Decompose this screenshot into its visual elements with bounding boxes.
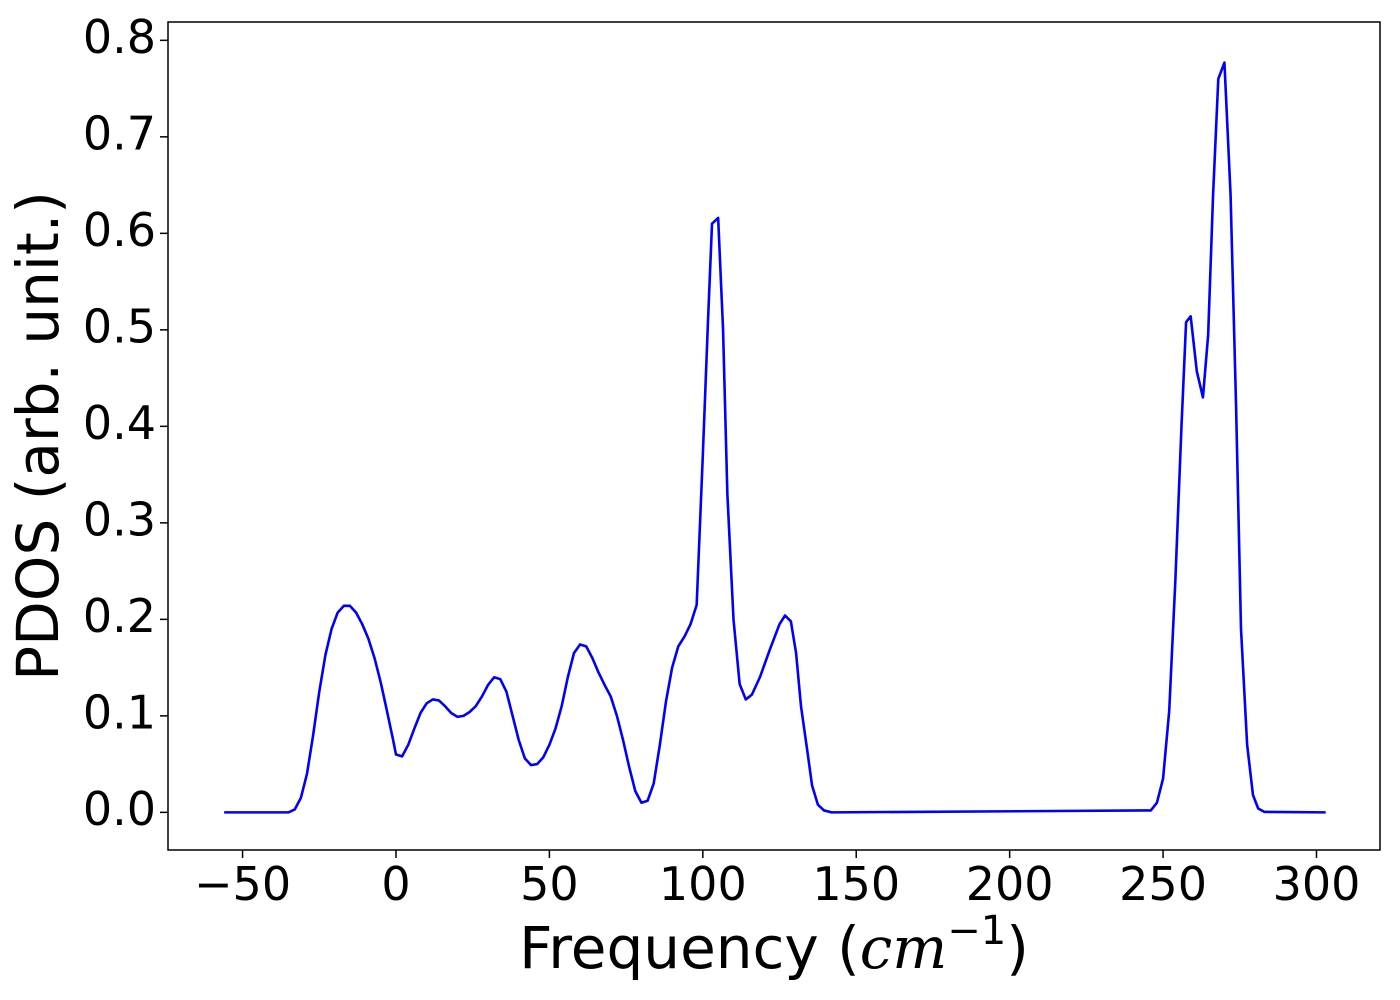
x-label-prefix: Frequency ( (519, 914, 860, 982)
x-tick-label: 250 (1119, 857, 1207, 911)
y-tick-label: 0.2 (83, 589, 156, 643)
x-tick-label: 50 (520, 857, 579, 911)
x-axis-label: Frequency (cm−1) (519, 908, 1029, 982)
y-tick-label: 0.3 (83, 492, 156, 546)
plot-frame (167, 21, 1381, 851)
x-label-suffix: ) (1006, 914, 1029, 982)
y-axis-label: PDOS (arb. unit.) (4, 191, 72, 681)
x-tick-label: −50 (194, 857, 291, 911)
line-series (224, 61, 1326, 814)
y-tick-label: 0.5 (83, 299, 156, 353)
x-label-exponent: −1 (947, 908, 1006, 954)
x-tick-label: 150 (812, 857, 900, 911)
y-tick-label: 0.7 (83, 106, 156, 160)
y-tick-label: 0.8 (83, 10, 156, 64)
x-tick-label: 300 (1273, 857, 1361, 911)
y-tick-label: 0.6 (83, 203, 156, 257)
x-tick-label: 0 (381, 857, 410, 911)
x-label-unit: cm (860, 914, 947, 982)
x-tick-label: 100 (659, 857, 747, 911)
y-tick-label: 0.0 (83, 782, 156, 836)
y-tick-label: 0.1 (83, 685, 156, 739)
y-tick-label: 0.4 (83, 396, 156, 450)
x-tick-label: 200 (966, 857, 1054, 911)
